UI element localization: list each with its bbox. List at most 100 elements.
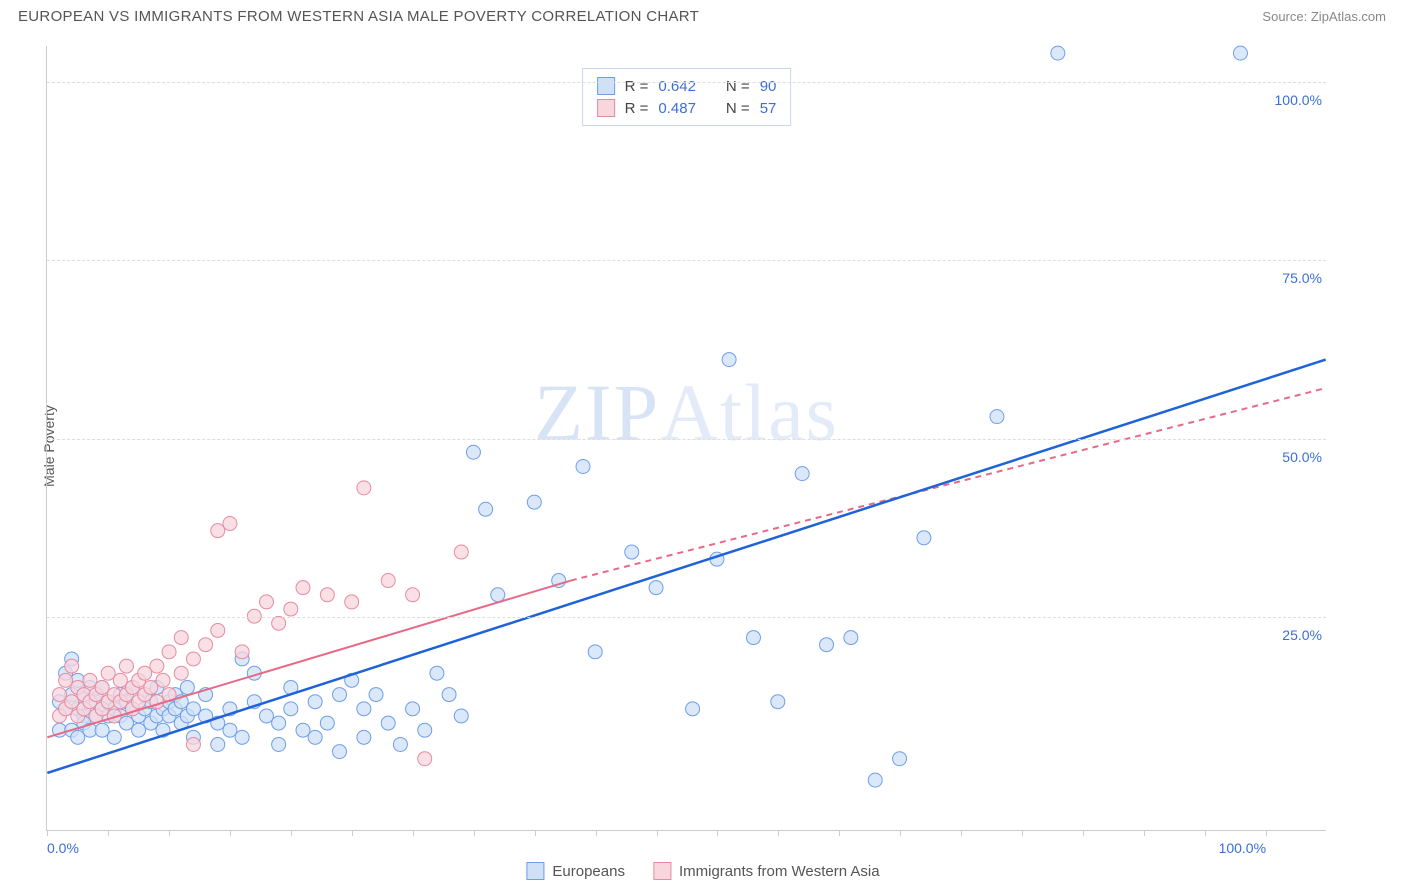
immigrants-point xyxy=(150,659,164,673)
immigrants-point xyxy=(65,695,79,709)
legend-n-value: 57 xyxy=(760,100,777,117)
chart-header: EUROPEAN VS IMMIGRANTS FROM WESTERN ASIA… xyxy=(0,0,1406,29)
europeans-point xyxy=(466,445,480,459)
immigrants-point xyxy=(162,645,176,659)
europeans-point xyxy=(491,588,505,602)
x-tick xyxy=(1022,830,1023,836)
x-tick xyxy=(108,830,109,836)
x-tick xyxy=(291,830,292,836)
x-tick xyxy=(474,830,475,836)
immigrants-point xyxy=(381,574,395,588)
immigrants-point xyxy=(320,588,334,602)
immigrants-point xyxy=(235,645,249,659)
europeans-point xyxy=(186,702,200,716)
x-tick xyxy=(1205,830,1206,836)
immigrants-point xyxy=(454,545,468,559)
immigrants-point xyxy=(144,680,158,694)
europeans-point xyxy=(308,730,322,744)
immigrants-point xyxy=(101,666,115,680)
europeans-point xyxy=(844,631,858,645)
europeans-point xyxy=(746,631,760,645)
y-tick-label: 50.0% xyxy=(1282,449,1322,465)
europeans-point xyxy=(649,581,663,595)
x-tick xyxy=(169,830,170,836)
europeans-point xyxy=(180,680,194,694)
europeans-point xyxy=(107,730,121,744)
x-tick-label: 0.0% xyxy=(47,840,79,856)
immigrants-trend-dashed xyxy=(571,388,1326,580)
legend-correlation-row: R =0.642N =90 xyxy=(597,75,777,97)
europeans-point xyxy=(393,737,407,751)
legend-r-label: R = xyxy=(625,100,649,117)
europeans-point xyxy=(1051,46,1065,60)
europeans-point xyxy=(588,645,602,659)
immigrants-point xyxy=(52,688,66,702)
immigrants-point xyxy=(296,581,310,595)
immigrants-point xyxy=(83,673,97,687)
immigrants-point xyxy=(211,623,225,637)
legend-series-item: Europeans xyxy=(526,862,625,880)
immigrants-point xyxy=(223,517,237,531)
europeans-point xyxy=(333,745,347,759)
x-tick-label: 100.0% xyxy=(1219,840,1266,856)
immigrants-point xyxy=(259,595,273,609)
europeans-point xyxy=(369,688,383,702)
immigrants-point xyxy=(357,481,371,495)
europeans-point xyxy=(771,695,785,709)
legend-swatch xyxy=(597,99,615,117)
europeans-point xyxy=(119,716,133,730)
immigrants-point xyxy=(199,638,213,652)
gridline-h xyxy=(47,439,1326,440)
legend-n-label: N = xyxy=(726,100,750,117)
europeans-point xyxy=(893,752,907,766)
x-tick xyxy=(413,830,414,836)
x-tick xyxy=(1083,830,1084,836)
immigrants-point xyxy=(186,737,200,751)
europeans-point xyxy=(917,531,931,545)
europeans-point xyxy=(259,709,273,723)
legend-series-label: Immigrants from Western Asia xyxy=(679,863,880,880)
europeans-point xyxy=(418,723,432,737)
europeans-point xyxy=(686,702,700,716)
europeans-point xyxy=(357,730,371,744)
source-label: Source: xyxy=(1262,9,1307,24)
chart-plot-area: ZIPAtlas R =0.642N =90R =0.487N =57 25.0… xyxy=(46,46,1326,831)
europeans-point xyxy=(576,460,590,474)
europeans-point xyxy=(442,688,456,702)
europeans-point xyxy=(357,702,371,716)
immigrants-point xyxy=(345,595,359,609)
gridline-h xyxy=(47,82,1326,83)
europeans-point xyxy=(381,716,395,730)
legend-correlation-row: R =0.487N =57 xyxy=(597,97,777,119)
europeans-point xyxy=(722,353,736,367)
legend-r-value: 0.642 xyxy=(658,78,696,95)
europeans-point xyxy=(868,773,882,787)
immigrants-point xyxy=(65,659,79,673)
x-tick xyxy=(352,830,353,836)
europeans-point xyxy=(132,723,146,737)
europeans-point xyxy=(795,467,809,481)
europeans-point xyxy=(272,737,286,751)
immigrants-point xyxy=(272,616,286,630)
europeans-point xyxy=(320,716,334,730)
x-tick xyxy=(778,830,779,836)
gridline-h xyxy=(47,617,1326,618)
europeans-point xyxy=(430,666,444,680)
legend-r-label: R = xyxy=(625,78,649,95)
europeans-point xyxy=(71,730,85,744)
immigrants-point xyxy=(156,673,170,687)
legend-series: Europeans Immigrants from Western Asia xyxy=(526,862,879,880)
immigrants-point xyxy=(174,631,188,645)
immigrants-point xyxy=(174,666,188,680)
immigrants-point xyxy=(113,673,127,687)
legend-correlation-box: R =0.642N =90R =0.487N =57 xyxy=(582,68,792,126)
x-tick xyxy=(717,830,718,836)
immigrants-point xyxy=(284,602,298,616)
europeans-point xyxy=(1233,46,1247,60)
immigrants-point xyxy=(406,588,420,602)
x-tick xyxy=(230,830,231,836)
y-tick-label: 100.0% xyxy=(1275,92,1322,108)
legend-swatch xyxy=(653,862,671,880)
immigrants-point xyxy=(119,659,133,673)
europeans-point xyxy=(454,709,468,723)
